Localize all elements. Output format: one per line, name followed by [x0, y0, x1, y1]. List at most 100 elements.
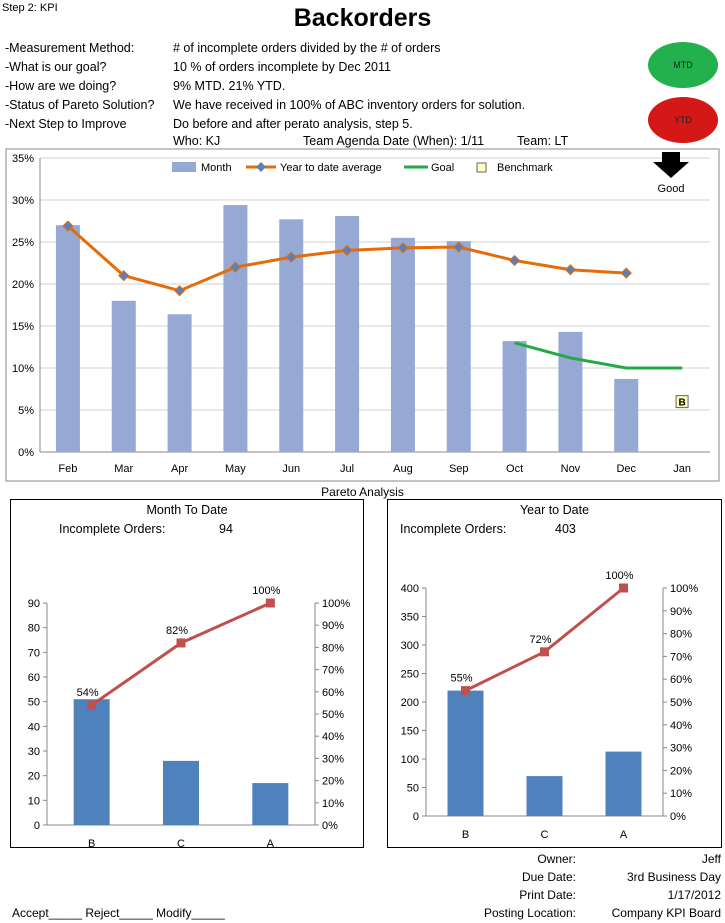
y2-tick-label: 30%: [670, 743, 692, 755]
pareto-bar: [447, 690, 484, 816]
good-arrow-icon: [653, 152, 689, 178]
y-tick-label: 10: [28, 795, 40, 807]
month-bar: [502, 341, 527, 452]
ytd-pareto-chart: 0 50 100 150 200 250 300 350 400 0% 10% 20% 30% 40% 50…: [401, 570, 699, 841]
y-tick-label: 250: [401, 669, 419, 681]
y-tick-label: 0: [34, 820, 40, 832]
y2-tick-label: 100%: [670, 583, 698, 595]
y2-tick-label: 30%: [322, 753, 344, 765]
month-bar: [167, 314, 192, 452]
legend-goal-label: Goal: [431, 162, 454, 174]
cumulative-point: [540, 647, 549, 657]
y-tick-label: 70: [28, 647, 40, 659]
y2-tick-label: 0%: [322, 820, 338, 832]
y-tick-label: 40: [28, 721, 40, 733]
y-tick-label: 100: [401, 754, 419, 766]
y-tick-label: 60: [28, 672, 40, 684]
backorders-chart: 0% 5% 10% 15% 20% 25% 30% 35% Feb Mar Apr May Jun Jul…: [5, 148, 720, 482]
x-tick-label: Mar: [114, 463, 133, 475]
mtd-incomplete-label: Incomplete Orders:: [59, 522, 166, 536]
x-tick-label: Aug: [393, 463, 413, 475]
step-label: Step 2: KPI: [2, 2, 58, 14]
month-bar: [614, 378, 639, 452]
y-tick-label: 350: [401, 612, 419, 624]
ytd-average-point: [62, 220, 74, 232]
posting-location-value: Company KPI Board: [611, 906, 721, 920]
y2-tick-label: 60%: [670, 674, 692, 686]
pareto-bar: [526, 776, 563, 816]
cumulative-point: [176, 638, 186, 648]
y-tick-label: 10%: [12, 363, 34, 375]
y-tick-label: 30: [28, 746, 40, 758]
y2-tick-label: 90%: [322, 620, 344, 632]
ytd-incomplete-label: Incomplete Orders:: [400, 522, 507, 536]
y-tick-label: 50: [28, 697, 40, 709]
y-tick-label: 300: [401, 640, 419, 652]
legend-month-swatch: [172, 162, 196, 172]
ytd-average-point: [453, 241, 465, 253]
cumulative-point: [461, 686, 470, 696]
ytd-panel-title: Year to Date: [519, 503, 590, 517]
cumulative-label: 100%: [252, 585, 280, 597]
cumulative-label: 72%: [529, 634, 551, 646]
x-tick-label: A: [267, 838, 275, 847]
ytd-average-point: [620, 267, 632, 279]
y-tick-label: 15%: [12, 321, 34, 333]
y2-tick-label: 90%: [670, 606, 692, 618]
ytd-average-point: [173, 285, 186, 297]
cumulative-label: 55%: [450, 673, 472, 685]
cumulative-label: 100%: [605, 570, 633, 582]
info-value: We have received in 100% of ABC inventor…: [173, 98, 526, 112]
y2-tick-label: 20%: [322, 776, 344, 788]
ytd-average-point: [564, 264, 577, 276]
info-value: 9% MTD. 21% YTD.: [173, 79, 286, 93]
print-date-value: 1/17/2012: [667, 888, 721, 902]
print-date-label: Print Date:: [519, 888, 576, 902]
mtd-badge-label: MTD: [673, 60, 693, 70]
info-value: 10 % of orders incomplete by Dec 2011: [173, 60, 391, 74]
legend-month-label: Month: [201, 162, 232, 174]
y-tick-label: 80: [28, 623, 40, 635]
info-label: -How are we doing?: [5, 79, 117, 93]
cumulative-point: [87, 700, 97, 710]
y-tick-label: 20: [28, 771, 40, 783]
y2-tick-label: 40%: [322, 731, 344, 743]
pareto-bar: [252, 783, 289, 825]
due-date-label: Due Date:: [521, 870, 576, 884]
mtd-pareto-panel: Month To Date Incomplete Orders: 94 0 10 2…: [10, 499, 364, 848]
x-tick-label: Jun: [282, 463, 300, 475]
good-label: Good: [658, 183, 685, 195]
info-label: -Status of Pareto Solution?: [5, 98, 155, 112]
cumulative-point: [265, 598, 275, 608]
x-tick-label: C: [177, 838, 185, 847]
cumulative-line: [90, 601, 271, 707]
info-value: Do before and after perato analysis, ste…: [173, 117, 413, 131]
month-bar: [223, 205, 248, 452]
x-tick-label: Sep: [449, 463, 469, 475]
ytd-average-point: [397, 242, 409, 254]
y2-tick-label: 60%: [322, 687, 344, 699]
y2-tick-label: 50%: [670, 697, 692, 709]
x-tick-label: Apr: [171, 463, 188, 475]
mtd-incomplete-count: 94: [219, 522, 233, 536]
cumulative-label: 54%: [77, 687, 99, 699]
y-tick-label: 25%: [12, 237, 34, 249]
y-tick-label: 20%: [12, 279, 34, 291]
y-tick-label: 0%: [18, 447, 34, 459]
month-bar: [55, 225, 80, 452]
x-tick-label: B: [462, 829, 469, 841]
ytd-badge-label: YTD: [674, 115, 692, 125]
y2-tick-label: 10%: [322, 798, 344, 810]
cumulative-point: [619, 583, 628, 593]
month-bar: [558, 331, 583, 452]
info-label: -Measurement Method:: [5, 41, 135, 55]
month-bar: [390, 237, 415, 452]
x-tick-label: May: [225, 463, 246, 475]
legend-benchmark-swatch: [476, 162, 487, 173]
goal-line: [514, 341, 683, 370]
x-tick-label: Nov: [561, 463, 581, 475]
y-tick-label: 90: [28, 598, 40, 610]
ytd-status-badge: YTD: [648, 97, 718, 143]
benchmark-marker-label: B: [678, 398, 685, 409]
pareto-title: Pareto Analysis: [321, 485, 404, 499]
